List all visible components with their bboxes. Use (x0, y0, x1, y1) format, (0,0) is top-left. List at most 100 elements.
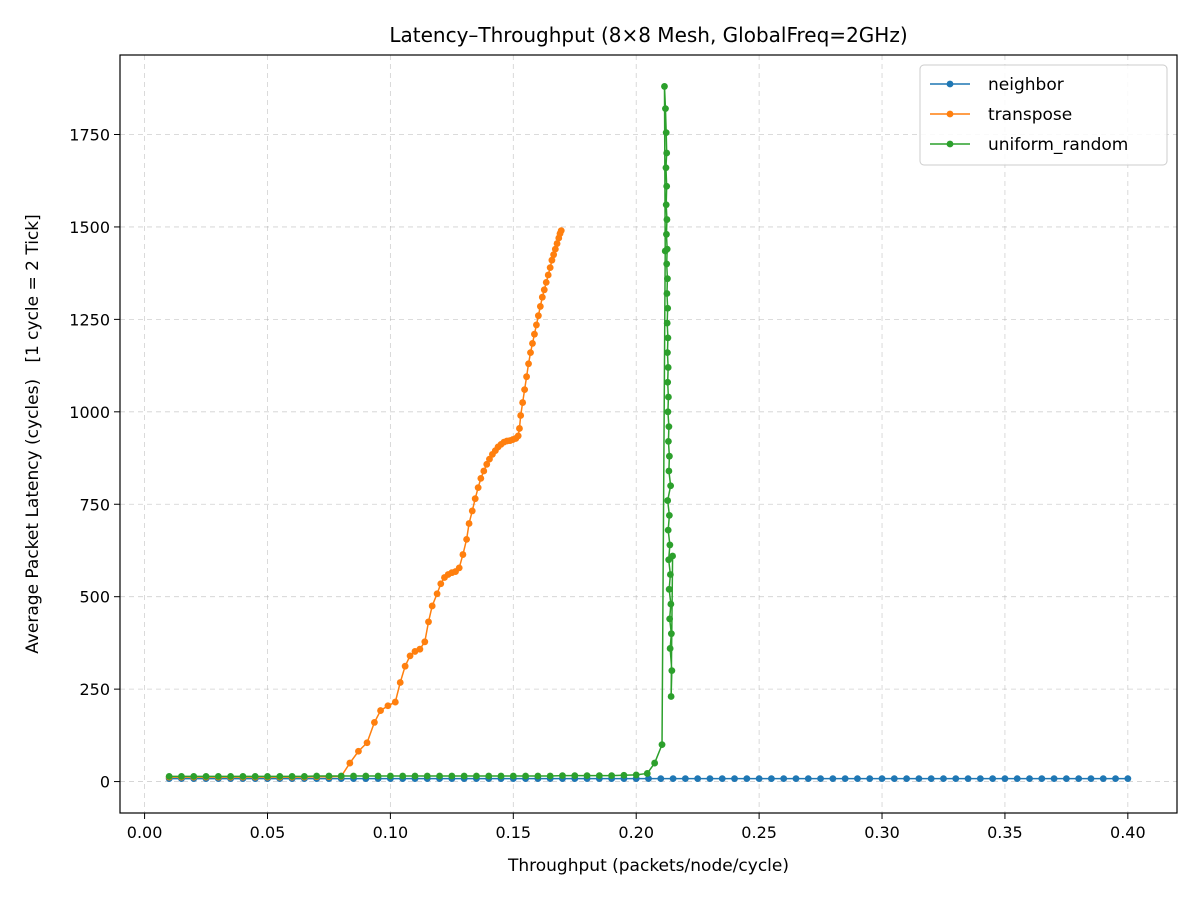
data-point-neighbor (804, 775, 812, 783)
data-point-transpose (546, 264, 554, 272)
data-point-uniform_random (337, 772, 345, 780)
data-point-transpose (525, 360, 532, 368)
data-point-transpose (459, 551, 467, 558)
data-point-neighbor (1038, 775, 1046, 783)
data-point-transpose (384, 702, 392, 710)
data-point-uniform_random (473, 772, 480, 780)
data-point-uniform_random (661, 83, 668, 90)
data-point-uniform_random (325, 772, 333, 780)
data-point-uniform_random (665, 467, 673, 475)
data-point-neighbor (989, 775, 997, 783)
data-point-neighbor (817, 775, 824, 783)
data-point-transpose (534, 312, 542, 320)
data-point-uniform_random (362, 772, 370, 780)
y-axis-label: Average Packet Latency (cycles) [1 cycle… (23, 214, 43, 654)
data-point-uniform_random (665, 393, 672, 401)
y-tick-label: 750 (79, 495, 110, 514)
data-point-uniform_random (665, 423, 673, 430)
data-point-uniform_random (608, 772, 616, 780)
data-point-neighbor (841, 775, 849, 783)
plot-frame (119, 54, 1178, 814)
data-point-uniform_random (666, 615, 674, 623)
y-tick-label: 1750 (69, 125, 110, 144)
data-point-uniform_random (664, 497, 672, 504)
data-point-transpose (529, 340, 536, 347)
x-tick-label: 0.00 (127, 823, 163, 842)
legend-box (919, 64, 1168, 166)
data-point-uniform_random (667, 693, 675, 700)
data-point-uniform_random (664, 364, 672, 371)
data-point-uniform_random (178, 772, 185, 780)
data-point-neighbor (792, 775, 800, 783)
data-point-uniform_random (239, 772, 247, 780)
data-point-transpose (531, 330, 538, 338)
data-point-transpose (480, 467, 488, 475)
data-point-transpose (355, 747, 362, 755)
data-point-neighbor (694, 775, 702, 783)
x-tick-label: 0.10 (373, 823, 409, 842)
data-point-uniform_random (288, 772, 296, 780)
data-point-uniform_random (423, 772, 431, 780)
data-point-uniform_random (665, 585, 673, 593)
data-point-transpose (455, 564, 463, 572)
y-tick-label: 500 (79, 588, 110, 607)
data-point-transpose (523, 373, 530, 381)
x-tick-label: 0.15 (495, 823, 531, 842)
data-point-neighbor (890, 775, 898, 783)
data-point-neighbor (854, 775, 861, 783)
y-tick-label: 1000 (69, 403, 110, 422)
data-point-transpose (517, 412, 525, 419)
data-point-uniform_random (595, 772, 603, 780)
data-point-transpose (371, 719, 378, 726)
data-point-uniform_random (664, 526, 672, 534)
data-point-uniform_random (665, 511, 673, 519)
data-point-uniform_random (534, 772, 542, 780)
data-point-neighbor (1075, 775, 1083, 783)
data-point-transpose (538, 293, 546, 301)
data-point-neighbor (1001, 775, 1009, 783)
data-point-uniform_random (666, 541, 674, 549)
data-point-neighbor (976, 775, 984, 783)
y-tick-label: 1250 (69, 310, 110, 329)
data-point-neighbor (1026, 775, 1033, 783)
data-point-uniform_random (658, 741, 666, 748)
data-point-neighbor (964, 775, 972, 783)
data-point-transpose (544, 271, 552, 279)
data-point-neighbor (1112, 775, 1119, 783)
data-point-transpose (521, 386, 529, 394)
tick-layer: 0.00 0.05 0.10 0.15 0.20 0.25 0.30 0.35 0.40 0 250… (69, 125, 1145, 842)
data-point-neighbor (915, 775, 923, 783)
data-point-neighbor (645, 775, 652, 783)
data-point-uniform_random (214, 772, 222, 780)
data-point-neighbor (1099, 775, 1107, 783)
data-point-neighbor (718, 775, 726, 783)
data-point-uniform_random (651, 759, 659, 767)
data-point-uniform_random (664, 349, 671, 357)
data-point-uniform_random (663, 290, 671, 297)
data-point-uniform_random (264, 772, 271, 780)
data-point-neighbor (1050, 775, 1058, 783)
data-point-transpose (428, 602, 436, 610)
data-point-uniform_random (664, 408, 672, 416)
data-point-neighbor (866, 775, 874, 783)
data-point-transpose (474, 484, 482, 492)
data-point-uniform_random (665, 452, 673, 460)
data-point-uniform_random (448, 772, 456, 780)
data-point-uniform_random (667, 600, 675, 608)
legend-label-uniform_random: uniform_random (988, 135, 1128, 155)
legend-marker-uniform_random (946, 140, 954, 148)
data-point-transpose (557, 227, 565, 235)
series-neighbor (165, 775, 1132, 783)
data-point-uniform_random (643, 770, 651, 777)
data-point-uniform_random (251, 772, 259, 780)
data-point-uniform_random (666, 571, 674, 578)
data-point-uniform_random (663, 245, 671, 253)
data-point-transpose (477, 474, 485, 482)
data-point-uniform_random (522, 772, 529, 780)
data-point-uniform_random (350, 772, 357, 780)
legend-marker-neighbor (946, 80, 954, 88)
data-point-neighbor (903, 775, 910, 783)
data-point-uniform_random (300, 772, 308, 780)
x-tick-label: 0.20 (618, 823, 654, 842)
